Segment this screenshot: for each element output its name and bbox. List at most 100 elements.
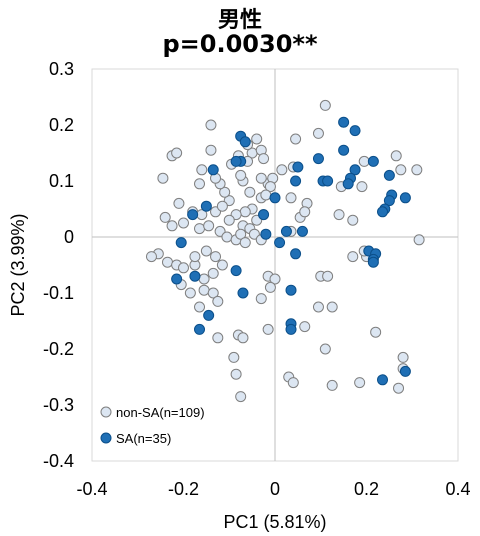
sa-point: [203, 309, 215, 321]
non-sa-point: [159, 211, 171, 223]
x-tick-label: 0.2: [354, 479, 379, 499]
non-sa-point: [145, 251, 157, 263]
legend-label: SA(n=35): [116, 431, 171, 446]
non-sa-point: [219, 186, 231, 198]
sa-point: [367, 256, 379, 268]
sa-point: [200, 200, 212, 212]
y-tick-label: -0.1: [43, 283, 74, 303]
non-sa-point: [239, 206, 251, 218]
non-sa-point: [200, 245, 212, 257]
sa-point: [260, 228, 272, 240]
sa-point: [342, 178, 354, 190]
non-sa-point: [390, 150, 402, 162]
non-sa-point: [166, 220, 178, 232]
sa-point: [189, 270, 201, 282]
non-sa-point: [395, 164, 407, 176]
non-sa-point: [194, 178, 206, 190]
non-sa-point: [157, 172, 169, 184]
sa-point: [383, 195, 395, 207]
non-sa-point: [255, 293, 267, 305]
sa-point: [377, 206, 389, 218]
non-sa-point: [264, 181, 276, 193]
non-sa-point: [194, 223, 206, 235]
sa-point: [349, 125, 361, 137]
non-sa-point: [203, 220, 215, 232]
sa-point: [383, 169, 395, 181]
sa-point: [349, 164, 361, 176]
non-sa-point: [216, 259, 228, 271]
non-sa-point: [171, 147, 183, 159]
non-sa-point: [358, 155, 370, 167]
non-sa-point: [251, 133, 263, 145]
non-sa-point: [194, 301, 206, 313]
non-sa-point: [347, 214, 359, 226]
non-sa-point: [326, 301, 338, 313]
sa-point: [171, 273, 183, 285]
x-tick-label: 0: [270, 479, 280, 499]
sa-point: [296, 225, 308, 237]
non-sa-point: [228, 351, 240, 363]
non-sa-point: [264, 281, 276, 293]
non-sa-point: [319, 343, 331, 355]
chart-title: 男性: [217, 8, 262, 33]
x-axis-label: PC1 (5.81%): [223, 512, 326, 532]
non-sa-point: [269, 273, 281, 285]
x-tick-label: -0.4: [76, 479, 107, 499]
y-tick-label: 0.2: [49, 115, 74, 135]
non-sa-point: [290, 133, 302, 145]
non-sa-point: [212, 332, 224, 344]
sa-point: [292, 161, 304, 173]
non-sa-point: [207, 287, 219, 299]
non-sa-point: [178, 262, 189, 274]
non-sa-point: [161, 256, 173, 268]
non-sa-point: [184, 287, 196, 299]
non-sa-point: [205, 119, 217, 131]
non-sa-point: [322, 270, 334, 282]
non-sa-point: [212, 295, 224, 307]
y-axis-label: PC2 (3.99%): [8, 213, 28, 316]
non-sa-point: [198, 284, 210, 296]
legend-label: non-SA(n=109): [116, 405, 205, 420]
non-sa-point: [299, 206, 311, 218]
sa-point: [230, 265, 242, 277]
non-sa-point: [262, 323, 274, 335]
sa-point: [290, 248, 302, 260]
sa-point: [237, 287, 249, 299]
non-sa-point: [230, 368, 242, 380]
non-sa-point: [413, 234, 425, 246]
non-sa-point: [221, 231, 233, 243]
y-tick-label: -0.2: [43, 339, 74, 359]
non-sa-point: [235, 169, 247, 181]
non-sa-point: [260, 189, 272, 201]
sa-point: [187, 209, 199, 221]
sa-point: [239, 136, 251, 148]
legend-marker: [100, 406, 112, 418]
sa-point: [280, 225, 292, 237]
non-sa-point: [235, 228, 247, 240]
non-sa-point: [173, 197, 185, 209]
y-tick-label: 0.3: [49, 59, 74, 79]
sa-point: [399, 365, 411, 377]
non-sa-point: [299, 321, 311, 333]
y-tick-label: 0.1: [49, 171, 74, 191]
y-tick-label: 0: [64, 227, 74, 247]
sa-point: [175, 237, 187, 249]
x-tick-label: 0.4: [445, 479, 470, 499]
y-tick-label: -0.3: [43, 395, 74, 415]
sa-point: [338, 144, 350, 156]
sa-point: [230, 155, 242, 167]
non-sa-point: [393, 382, 405, 394]
non-sa-point: [244, 186, 256, 198]
x-tick-label: -0.2: [168, 479, 199, 499]
sa-point: [269, 192, 281, 204]
non-sa-point: [312, 127, 324, 139]
non-sa-point: [354, 377, 366, 389]
non-sa-point: [411, 164, 423, 176]
non-sa-point: [333, 209, 345, 221]
non-sa-point: [198, 273, 210, 285]
non-sa-point: [178, 217, 189, 229]
sa-point: [338, 116, 350, 128]
non-sa-point: [312, 301, 324, 313]
sa-point: [274, 237, 286, 249]
